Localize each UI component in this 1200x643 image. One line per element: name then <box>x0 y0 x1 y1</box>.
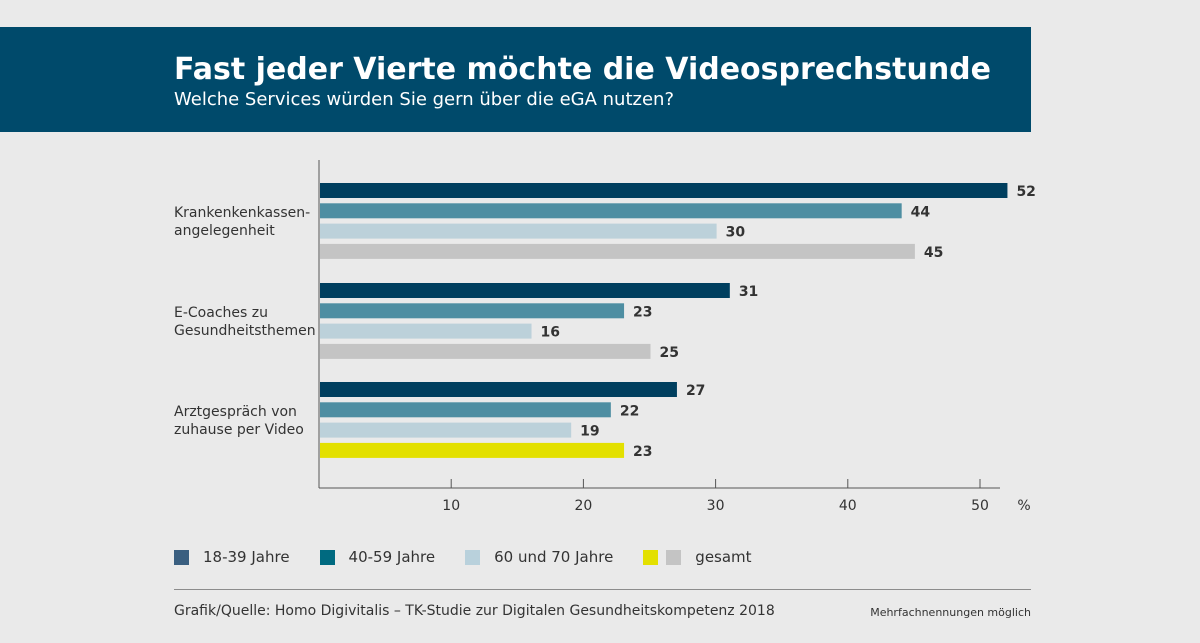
legend-swatch-18-39 <box>174 549 189 565</box>
bar-value-label: 44 <box>911 204 931 220</box>
bar-value-label: 27 <box>686 383 705 399</box>
legend: 18-39 Jahre 40-59 Jahre 60 und 70 Jahre … <box>174 548 782 566</box>
category-label: E-Coaches zu Gesundheitsthemen <box>174 305 316 339</box>
bar-value-label: 23 <box>633 304 652 320</box>
legend-item-gesamt: gesamt <box>643 548 752 566</box>
legend-label-40-59: 40-59 Jahre <box>348 548 436 566</box>
source-note: Grafik/Quelle: Homo Digivitalis – TK-Stu… <box>174 603 775 619</box>
bar <box>320 382 677 397</box>
legend-swatch-gesamt-yellow <box>643 549 659 565</box>
bar-value-label: 31 <box>739 284 758 300</box>
bar <box>320 183 1008 198</box>
legend-swatch-40-59 <box>319 549 335 565</box>
bar <box>320 243 915 259</box>
legend-label-60-70: 60 und 70 Jahre <box>494 548 614 566</box>
bar <box>320 283 730 298</box>
multiple-answers-note: Mehrfachnennungen möglich <box>870 606 1031 619</box>
bar-value-label: 22 <box>620 403 639 419</box>
legend-label-18-39: 18-39 Jahre <box>203 548 290 566</box>
category-label: Krankenkenkassen-angelegenheit <box>174 205 310 239</box>
x-tick-label: 30 <box>707 498 725 514</box>
x-tick-label: 40 <box>839 498 857 514</box>
chart-subtitle: Welche Services würden Sie gern über die… <box>174 89 674 110</box>
category-label: Arztgespräch von zuhause per Video <box>174 404 304 438</box>
legend-item-18-39: 18-39 Jahre <box>174 548 290 566</box>
legend-swatch-gesamt-gray <box>666 549 682 565</box>
bar-value-label: 45 <box>924 245 943 261</box>
title-banner <box>0 27 1031 132</box>
legend-item-40-59: 40-59 Jahre <box>319 548 436 566</box>
bar-value-label: 25 <box>660 345 679 361</box>
x-tick-label: 10 <box>442 498 460 514</box>
footer-divider <box>174 589 1031 590</box>
bar-value-label: 30 <box>726 225 746 241</box>
chart-title: Fast jeder Vierte möchte die Videosprech… <box>174 52 992 87</box>
x-tick-label: 50 <box>971 498 989 514</box>
bar <box>320 442 625 458</box>
bar <box>320 343 651 359</box>
bar-value-label: 19 <box>580 424 599 440</box>
bar <box>320 402 611 418</box>
bar <box>320 422 572 438</box>
bar-value-label: 16 <box>541 325 560 341</box>
legend-label-gesamt: gesamt <box>695 548 752 566</box>
bar <box>320 303 625 319</box>
x-tick-label: 20 <box>574 498 592 514</box>
bar <box>320 203 902 219</box>
bar <box>320 323 532 339</box>
bar <box>320 223 717 239</box>
legend-swatch-60-70 <box>465 549 481 565</box>
bar-value-label: 23 <box>633 444 652 460</box>
x-unit-label: % <box>1017 498 1030 514</box>
bar-value-label: 52 <box>1016 184 1035 200</box>
legend-item-60-70: 60 und 70 Jahre <box>465 548 613 566</box>
